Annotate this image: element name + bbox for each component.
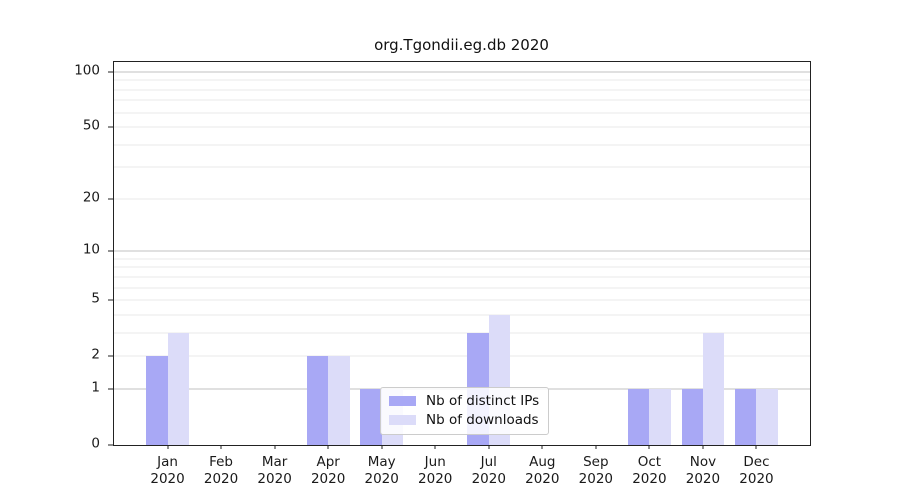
bar-downloads [702, 332, 725, 445]
x-tick-label: Sep 2020 [578, 454, 614, 487]
gridline-minor [114, 89, 810, 91]
x-tick-label: Nov 2020 [685, 454, 721, 487]
gridline-minor [114, 314, 810, 316]
y-tick-mark [108, 388, 114, 390]
gridline-minor [114, 99, 810, 101]
y-tick-label: 1 [91, 379, 100, 396]
x-tick-mark [220, 445, 222, 449]
gridline-minor [114, 144, 810, 146]
gridline-minor [114, 276, 810, 278]
x-tick-label: Feb 2020 [203, 454, 239, 487]
legend-label-distinct-ips: Nb of distinct IPs [426, 393, 540, 409]
gridline-minor [114, 299, 810, 301]
x-tick-mark [327, 445, 329, 449]
bar-distinct-ips [146, 356, 168, 445]
x-tick-label: Aug 2020 [525, 454, 560, 487]
gridline-minor [114, 198, 810, 200]
x-tick-label: Jun 2020 [418, 454, 453, 487]
legend-swatch-downloads [389, 415, 416, 425]
gridline-minor [114, 355, 810, 357]
y-tick-label: 100 [74, 62, 100, 79]
bar-downloads [649, 388, 671, 445]
bar-distinct-ips [681, 388, 703, 445]
gridline-minor [114, 258, 810, 260]
y-tick-label: 10 [82, 241, 100, 258]
x-tick-mark [702, 445, 704, 449]
legend-label-downloads: Nb of downloads [426, 412, 539, 428]
x-tick-label: Jul 2020 [471, 454, 506, 487]
y-axis-labels: 0 1 2 5 10 20 50 100 [0, 61, 100, 451]
x-tick-mark [488, 445, 490, 449]
bar-distinct-ips [306, 356, 329, 445]
x-tick-label: Apr 2020 [310, 454, 346, 487]
x-tick-mark [434, 445, 436, 449]
gridline-minor [114, 126, 810, 128]
legend-swatch-distinct-ips [389, 396, 416, 406]
y-tick-label: 2 [91, 346, 100, 363]
y-tick-mark [108, 444, 114, 446]
y-tick-label: 50 [82, 117, 100, 134]
y-tick-mark [108, 250, 114, 252]
gridline-minor [114, 287, 810, 289]
x-tick-label: Dec 2020 [739, 454, 774, 487]
bar-downloads [756, 388, 778, 445]
y-tick-label: 0 [91, 435, 100, 452]
x-tick-mark [381, 445, 383, 449]
y-tick-mark [108, 71, 114, 73]
y-tick-mark [108, 299, 114, 301]
x-tick-label: Jan 2020 [150, 454, 185, 487]
gridline-minor [114, 166, 810, 168]
plot-area: Nb of distinct IPs Nb of downloads Jan 20… [108, 61, 811, 487]
legend-item-downloads: Nb of downloads [389, 412, 539, 428]
gridline-minor [114, 332, 810, 334]
bar-downloads [167, 332, 189, 445]
gridline-major [114, 71, 810, 73]
y-tick-mark [108, 126, 114, 128]
x-tick-mark [648, 445, 650, 449]
bar-distinct-ips [360, 388, 382, 445]
x-tick-mark [167, 445, 169, 449]
chart-title: org.Tgondii.eg.db 2020 [374, 36, 549, 54]
bar-downloads [328, 356, 350, 445]
x-tick-label: May 2020 [364, 454, 399, 487]
legend-item-distinct-ips: Nb of distinct IPs [389, 393, 539, 409]
gridline-major [114, 250, 810, 252]
legend: Nb of distinct IPs Nb of downloads [380, 387, 550, 435]
gridline-minor [114, 266, 810, 268]
y-tick-label: 20 [82, 189, 100, 206]
gridline-minor [114, 79, 810, 81]
x-tick-mark [541, 445, 543, 449]
y-tick-mark [108, 198, 114, 200]
x-tick-label: Oct 2020 [632, 454, 667, 487]
x-tick-mark [274, 445, 276, 449]
gridline-minor [114, 112, 810, 114]
x-tick-mark [755, 445, 757, 449]
y-tick-label: 5 [91, 290, 100, 307]
y-tick-mark [108, 355, 114, 357]
x-tick-mark [595, 445, 597, 449]
x-tick-label: Mar 2020 [257, 454, 292, 487]
bar-distinct-ips [735, 388, 757, 445]
bar-distinct-ips [627, 388, 650, 445]
